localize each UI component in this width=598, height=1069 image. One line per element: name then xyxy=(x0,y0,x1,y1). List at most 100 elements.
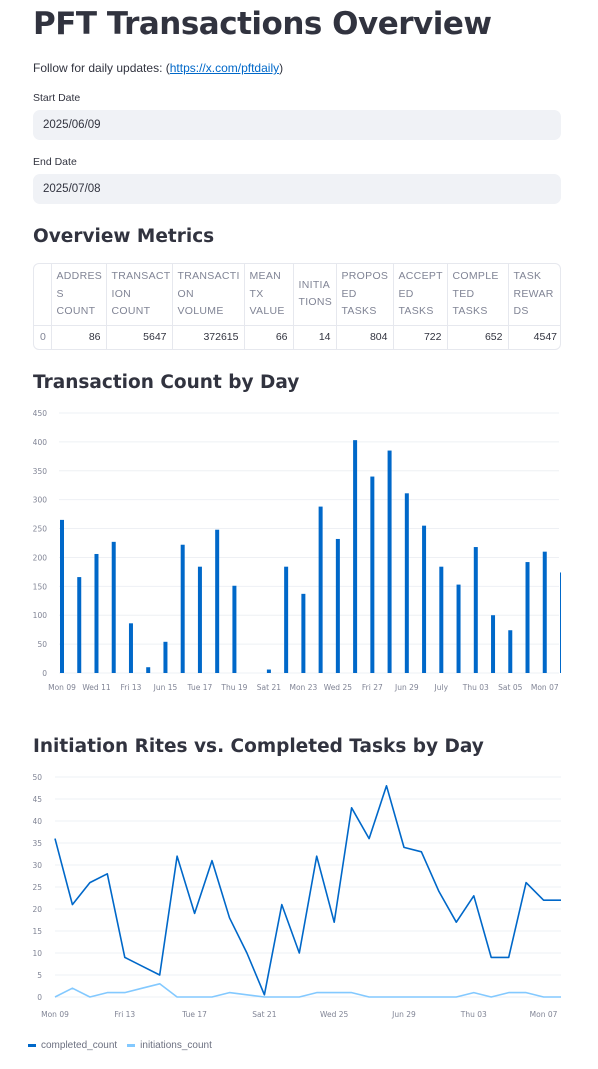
bar-y-tick-label: 250 xyxy=(33,525,47,534)
bar-y-tick-label: 150 xyxy=(33,582,47,591)
bar-y-tick-label: 350 xyxy=(33,467,47,476)
end-date-label: End Date xyxy=(33,156,77,168)
bar-mark xyxy=(284,566,289,673)
line-chart-legend: completed_count initiations_count xyxy=(28,1040,212,1051)
table-cell[interactable]: 652 xyxy=(447,325,509,349)
line-y-tick-label: 10 xyxy=(33,949,42,958)
bar-mark xyxy=(525,562,530,673)
line-x-tick-label: Sat 21 xyxy=(252,1010,276,1019)
bar-mark xyxy=(491,615,496,673)
bar-mark xyxy=(353,440,358,673)
line-chart-svg: 0 5 10 15 20 25 30 35 40 45 50 Mon 09 Fri 13 Tue 17 Sa… xyxy=(33,773,561,1019)
end-date-input[interactable]: 2025/07/08 xyxy=(33,174,561,204)
bar-mark xyxy=(111,541,116,673)
line-x-tick-label: Tue 17 xyxy=(181,1010,207,1019)
bar-x-tick-label: Tue 17 xyxy=(187,683,213,692)
index-header xyxy=(34,264,52,326)
table-cell[interactable]: 86 xyxy=(51,325,107,349)
bar-mark xyxy=(60,519,64,673)
bar-mark xyxy=(456,584,461,673)
bar-chart-svg: 0 50 100 150 200 250 300 350 400 450 Mon 09 Wed 11 F… xyxy=(33,409,561,692)
bar-mark xyxy=(473,547,478,673)
bar-x-tick-label: Jun 29 xyxy=(394,683,419,692)
metrics-table[interactable]: ADDRES S COUNT TRANSACT ION COUNT TRANSA… xyxy=(33,263,561,350)
bar-y-tick-label: 0 xyxy=(42,669,47,678)
legend-swatch-completed xyxy=(28,1044,36,1047)
bar-x-tick-label: July xyxy=(434,683,449,692)
table-cell[interactable]: 14 xyxy=(293,325,337,349)
line-y-tick-label: 5 xyxy=(37,971,42,980)
line-x-tick-label: Wed 25 xyxy=(320,1010,349,1019)
table-cell[interactable]: 804 xyxy=(336,325,394,349)
line-y-tick-label: 20 xyxy=(33,905,42,914)
line-x-tick-label: Jun 29 xyxy=(391,1010,416,1019)
follow-suffix: ) xyxy=(279,61,284,75)
table-cell[interactable]: 372615 xyxy=(172,325,245,349)
column-header[interactable]: COMPLE TED TASKS xyxy=(447,264,509,326)
bar-x-tick-label: Mon 23 xyxy=(290,683,318,692)
bar-x-tick-label: Fri 27 xyxy=(362,683,383,692)
bar-x-tick-label: Wed 11 xyxy=(82,683,111,692)
bar-y-tick-label: 100 xyxy=(33,611,47,620)
column-header[interactable]: ACCEPT ED TASKS xyxy=(393,264,448,326)
column-header[interactable]: INITIA TIONS xyxy=(293,264,337,326)
start-date-input[interactable]: 2025/06/09 xyxy=(33,110,561,140)
bar-mark xyxy=(197,566,202,673)
column-header[interactable]: PROPOS ED TASKS xyxy=(336,264,394,326)
bar-mark xyxy=(215,529,220,673)
line-y-tick-label: 45 xyxy=(33,795,42,804)
transaction-count-chart[interactable]: 0 50 100 150 200 250 300 350 400 450 Mon 09 Wed 11 F… xyxy=(33,400,561,700)
follow-link[interactable]: https://x.com/pftdaily xyxy=(169,61,280,75)
completed-count-line xyxy=(54,784,561,996)
follow-note: Follow for daily updates: (https://x.com… xyxy=(33,61,283,75)
bar-mark xyxy=(422,525,427,673)
bar-x-tick-label: Mon 09 xyxy=(48,683,76,692)
legend-label: completed_count xyxy=(41,1040,118,1051)
line-x-tick-label: Mon 09 xyxy=(41,1010,69,1019)
column-header[interactable]: MEAN TX VALUE xyxy=(244,264,294,326)
line-y-tick-label: 25 xyxy=(33,883,42,892)
bar-mark xyxy=(180,544,185,673)
table-row: 0 86 5647 372615 66 14 804 722 652 4547 xyxy=(34,325,560,349)
bar-y-tick-label: 300 xyxy=(33,496,47,505)
bar-mark xyxy=(128,623,133,673)
bar-mark xyxy=(232,585,237,673)
line-y-tick-label: 0 xyxy=(37,993,42,1002)
bar-mark xyxy=(335,538,340,673)
bar-mark xyxy=(560,572,561,673)
table-cell[interactable]: 4547 xyxy=(533,331,557,344)
start-date-label: Start Date xyxy=(33,92,81,104)
bar-mark xyxy=(387,450,392,673)
initiations-vs-completed-chart[interactable]: 0 5 10 15 20 25 30 35 40 45 50 Mon 09 Fri 13 Tue 17 Sa… xyxy=(33,766,561,1026)
column-header[interactable]: TRANSACT ION COUNT xyxy=(106,264,173,326)
bar-mark xyxy=(508,630,513,673)
line-y-tick-label: 40 xyxy=(33,817,42,826)
initiations-count-line xyxy=(54,983,561,998)
bar-mark xyxy=(318,506,323,673)
column-header[interactable]: TRANSACTI ON VOLUME xyxy=(172,264,245,326)
column-header[interactable]: ADDRES S COUNT xyxy=(51,264,107,326)
bar-x-tick-label: Jun 15 xyxy=(153,683,178,692)
bar-mark xyxy=(370,476,375,673)
legend-item-initiations[interactable]: initiations_count xyxy=(127,1040,212,1051)
legend-item-completed[interactable]: completed_count xyxy=(28,1040,117,1051)
legend-swatch-initiations xyxy=(127,1044,136,1047)
line-x-tick-label: Fri 13 xyxy=(114,1010,135,1019)
table-cell[interactable]: 722 xyxy=(393,325,448,349)
legend-label: initiations_count xyxy=(140,1040,212,1051)
page-title: PFT Transactions Overview xyxy=(33,6,492,42)
table-cell[interactable]: 5647 xyxy=(106,325,173,349)
bar-y-tick-label: 450 xyxy=(33,409,47,418)
bar-x-tick-label: Mon 07 xyxy=(531,683,559,692)
bar-x-tick-label: Fri 13 xyxy=(121,683,142,692)
bar-x-tick-label: Sat 05 xyxy=(498,683,522,692)
line-y-tick-label: 35 xyxy=(33,839,42,848)
table-cell[interactable]: 66 xyxy=(244,325,294,349)
bar-x-tick-label: Sat 21 xyxy=(257,683,281,692)
column-header[interactable]: TASK REWAR DS xyxy=(508,264,560,326)
bar-x-tick-label: Thu 19 xyxy=(220,683,247,692)
bar-chart-title: Transaction Count by Day xyxy=(33,372,300,393)
bar-x-tick-label: Thu 03 xyxy=(462,683,489,692)
bar-y-tick-label: 50 xyxy=(37,640,47,649)
bar-y-tick-label: 200 xyxy=(33,553,47,562)
